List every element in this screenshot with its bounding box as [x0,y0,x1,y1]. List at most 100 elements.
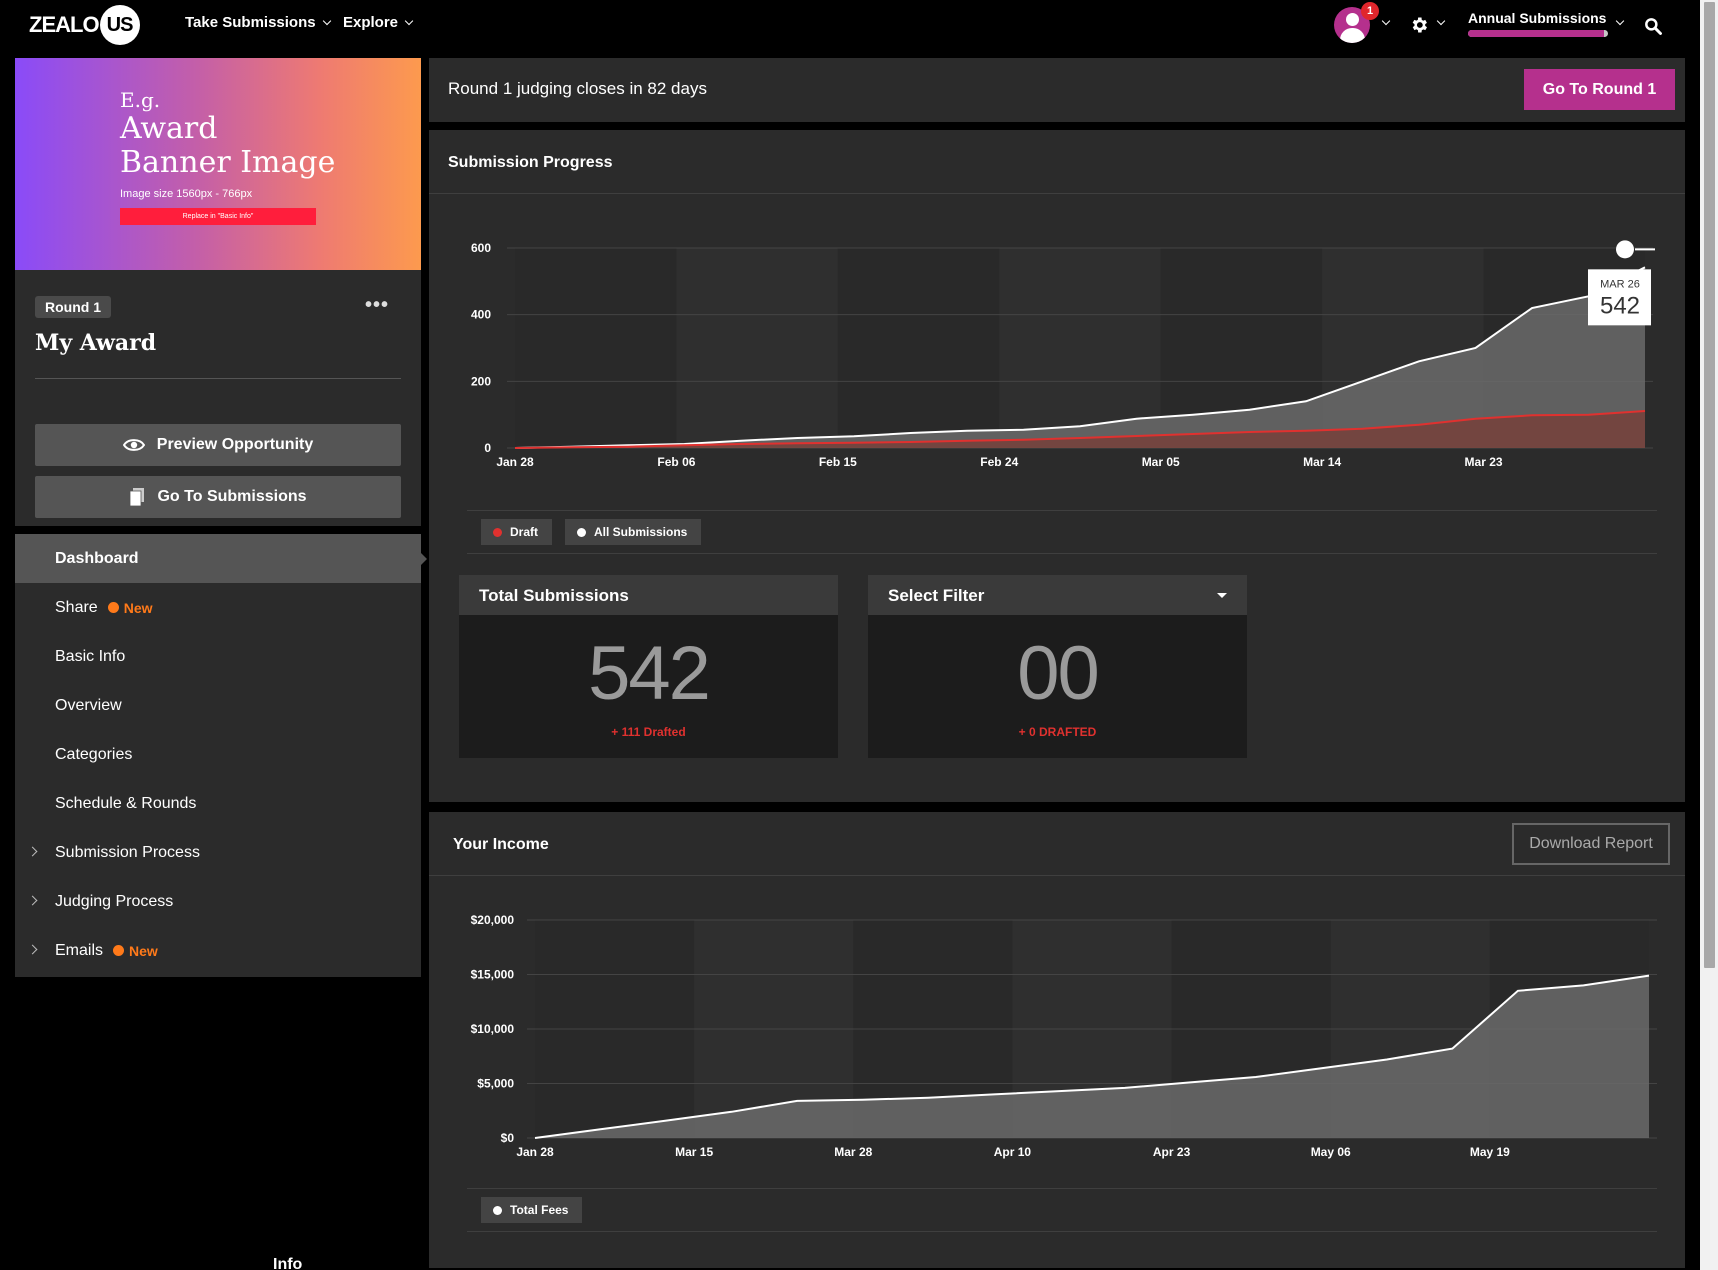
search-icon[interactable] [1643,16,1663,36]
award-banner-image: E.g. Award Banner Image Image size 1560p… [15,58,421,270]
x-tick-label: Feb 24 [980,455,1018,469]
scrollbar-thumb[interactable] [1704,2,1715,968]
sidebar-item-label: Judging Process [55,892,174,910]
award-card: Round 1 ••• My Award Preview Opportunity… [15,270,421,526]
new-dot [107,602,119,613]
download-report-button[interactable]: Download Report [1512,823,1670,865]
sidebar-item-overview[interactable]: Overview [15,681,421,730]
gear-icon[interactable] [1409,15,1429,35]
y-tick-label: 0 [484,441,491,455]
caret-down-icon [1217,593,1227,598]
x-tick-label: Mar 23 [1465,455,1503,469]
x-tick-label: Jan 28 [516,1145,554,1159]
banner-size: Image size 1560px - 766px [120,188,253,200]
income-legend: Total Fees [467,1188,1657,1232]
sidebar-item-label: Basic Info [55,647,126,665]
judging-countdown: Round 1 judging closes in 82 days [448,79,707,98]
series-line-all-submissions [514,266,1646,449]
nav-take-submissions-label: Take Submissions [185,14,316,31]
go-to-submissions-button[interactable]: Go To Submissions [35,476,401,518]
x-tick-label: Mar 05 [1142,455,1180,469]
page-scrollbar[interactable] [1700,0,1718,1270]
series-area-all-submissions [515,267,1645,448]
submission-progress-title: Submission Progress [448,154,613,171]
divider [35,378,401,379]
eye-icon [122,439,145,451]
sidebar-item-label: Dashboard [55,549,139,567]
total-submissions-label: Total Submissions [479,586,629,605]
x-tick-label: Apr 10 [994,1145,1032,1159]
x-tick-label: Mar 14 [1303,455,1341,469]
go-to-round-button[interactable]: Go To Round 1 [1524,69,1675,110]
legend-all-submissions[interactable]: All Submissions [565,519,702,545]
go-to-submissions-label: Go To Submissions [157,488,307,505]
select-filter-label: Select Filter [888,586,985,605]
new-dot [113,945,125,956]
banner-title-line2: Banner Image [120,145,336,180]
banner-eg: E.g. [120,88,161,112]
banner-title: Award Banner Image [120,112,335,180]
draft-dot [493,527,502,537]
tooltip-date: MAR 26 [1600,278,1640,290]
series-line-total-fees [534,974,1650,1139]
top-nav: ZEALO US Take Submissions Explore 1 Annu… [0,0,1700,50]
x-tick-label: May 06 [1311,1145,1351,1159]
sidebar-item-submission-process[interactable]: Submission Process [15,828,421,877]
chevron-down-icon[interactable] [1436,16,1446,26]
chevron-down-icon[interactable] [1381,16,1391,26]
sidebar-item-dashboard[interactable]: Dashboard [15,534,427,583]
x-tick-label: May 19 [1470,1145,1510,1159]
sidebar-item-emails[interactable]: Emails New [15,926,421,975]
sidebar-item-label: Overview [55,696,122,714]
sidebar-item-label: Submission Process [55,843,200,861]
series-area-draft [515,411,1645,448]
award-name: My Award [35,330,157,356]
y-tick-label: $5,000 [477,1077,514,1091]
submission-legend: Draft All Submissions [467,510,1657,554]
zealous-logo[interactable]: ZEALO US [29,5,140,45]
total-submissions-card: Total Submissions 542 + 111 Drafted [459,575,838,758]
nav-explore-label: Explore [343,14,399,31]
chevron-right-icon [27,895,38,906]
x-tick-label: Mar 15 [675,1145,713,1159]
chevron-right-icon [27,846,38,857]
legend-draft[interactable]: Draft [481,519,553,545]
sidebar-item-share[interactable]: Share New [15,583,421,632]
select-filter-dropdown[interactable]: Select Filter [868,575,1247,615]
sidebar-item-categories[interactable]: Categories [15,730,421,779]
more-options-icon[interactable]: ••• [365,294,390,316]
income-header: Your Income Download Report [429,812,1685,876]
nav-take-submissions[interactable]: Take Submissions [185,14,331,31]
preview-opportunity-label: Preview Opportunity [156,436,314,453]
new-badge-label: New [129,942,158,959]
sidebar-item-label: Schedule & Rounds [55,794,197,812]
series-line-draft [514,410,1646,449]
info-label: Info [273,1256,303,1270]
submission-progress-panel: Submission Progress 0 200 400 600 Jan 28 Feb … [429,130,1685,802]
document-icon [130,488,145,507]
income-chart: $0 $5,000 $10,000 $15,000 $20,000 Jan 28 Mar 1… [471,913,1657,1159]
sidebar-item-judging-process[interactable]: Judging Process [15,877,421,926]
legend-draft-label: Draft [510,525,539,539]
sidebar-item-schedule-rounds[interactable]: Schedule & Rounds [15,779,421,828]
legend-total-fees[interactable]: Total Fees [481,1197,583,1223]
chevron-right-icon [27,944,38,955]
annual-submissions[interactable]: Annual Submissions [1468,10,1608,37]
notification-badge: 1 [1361,2,1379,20]
y-tick-label: 600 [471,241,491,255]
sidebar-item-basic-info[interactable]: Basic Info [15,632,421,681]
x-tick-label: Feb 06 [657,455,695,469]
chevron-down-icon[interactable] [1615,16,1625,26]
annual-submissions-label: Annual Submissions [1468,10,1607,26]
x-tick-label: Mar 28 [834,1145,872,1159]
annual-progress-fill [1468,30,1604,37]
income-title: Your Income [453,836,549,853]
new-badge: New [113,943,158,959]
preview-opportunity-button[interactable]: Preview Opportunity [35,424,401,466]
income-panel: Your Income Download Report $0 $5,000 $10,… [429,812,1685,1268]
tooltip-marker [1616,240,1634,259]
legend-total-fees-label: Total Fees [510,1203,569,1217]
y-tick-label: 400 [471,308,491,322]
plot-band [999,248,1161,448]
nav-explore[interactable]: Explore [343,14,414,31]
